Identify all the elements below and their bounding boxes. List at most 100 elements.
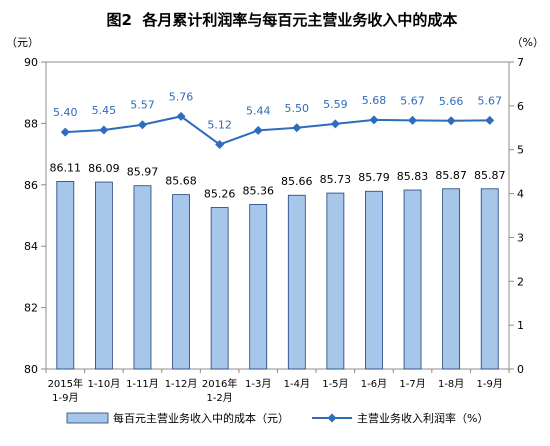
right-axis-tick-label: 3 (517, 231, 524, 244)
x-axis-tick-label: 1-6月 (361, 378, 387, 390)
line-value-label: 5.50 (285, 102, 310, 115)
x-axis-tick-label: 1-7月 (399, 378, 425, 390)
line-marker (485, 115, 495, 125)
x-axis-tick-label-line: 2015年 (48, 377, 83, 390)
bar-value-label: 86.09 (88, 162, 120, 175)
line-value-label: 5.67 (400, 94, 425, 107)
bar-value-label: 85.73 (320, 173, 352, 186)
left-axis-tick-label: 84 (24, 240, 38, 253)
line-path (65, 115, 490, 146)
right-axis-tick-label: 5 (517, 144, 524, 157)
right-axis-tick-label: 6 (517, 100, 524, 113)
line-value-label: 5.59 (323, 98, 348, 111)
x-axis-tick-label-line: 2016年 (202, 377, 237, 390)
right-axis-tick-label: 1 (517, 319, 524, 332)
bar-value-label: 85.97 (127, 166, 159, 179)
line-marker (215, 139, 225, 149)
x-axis-tick-label-line: 1-8月 (438, 378, 464, 390)
x-axis: 2015年 1-9月 1-10月 1-11月 1-12月 2016年 1-2月 1-3月 1-4… (45, 369, 510, 404)
x-axis-tick-label: 2016年 1-2月 (202, 377, 237, 404)
x-axis-tick-label-line: 1-6月 (361, 378, 387, 390)
x-axis-tick-label-line: 1-12月 (165, 378, 198, 390)
chart-title: 图2 各月累计利润率与每百元主营业务收入中的成本 (107, 11, 458, 29)
line-value-label: 5.76 (169, 90, 194, 103)
right-axis-tick-label: 0 (517, 363, 524, 376)
legend-diamond-marker (327, 413, 337, 423)
bar-value-label: 85.66 (281, 175, 313, 188)
line-marker (408, 115, 418, 125)
x-axis-tick-label-line: 1-5月 (322, 378, 348, 390)
bar-value-label: 85.87 (474, 169, 506, 182)
line-marker (176, 111, 186, 121)
right-axis-tick-label: 7 (517, 56, 524, 69)
bar-value-label: 85.36 (242, 184, 274, 197)
x-axis-tick-label-line: 1-7月 (399, 378, 425, 390)
line-marker (99, 125, 109, 135)
x-axis-tick-label: 1-4月 (284, 378, 310, 390)
left-axis-unit-label: （元） (6, 36, 39, 49)
x-axis-tick-label-line: 1-4月 (284, 378, 310, 390)
legend-bar-swatch (66, 412, 109, 424)
bar (442, 188, 461, 370)
bar-value-label: 86.11 (50, 161, 82, 174)
bar-series: 86.11 86.09 85.97 85.68 85.26 85.36 85.66 85.73… (50, 161, 506, 370)
left-axis-tick-label: 90 (24, 56, 38, 69)
line-marker (60, 127, 70, 137)
x-axis-tick-label: 2015年 1-9月 (48, 377, 83, 404)
x-axis-tick-label: 1-10月 (88, 378, 121, 390)
bar (249, 204, 268, 370)
bar-value-label: 85.26 (204, 188, 236, 201)
x-axis-tick-label-line: 1-9月 (477, 378, 503, 390)
x-axis-tick-label: 1-11月 (126, 378, 159, 390)
x-axis-tick-label-line: 1-11月 (126, 378, 159, 390)
line-marker (253, 125, 263, 135)
line-value-label: 5.44 (246, 104, 271, 117)
line-marker (137, 120, 147, 130)
bar (94, 181, 113, 370)
legend: 每百元主营业务收入中的成本（元） 主营业务收入利润率（%） (66, 411, 488, 425)
line-value-label: 5.66 (439, 95, 464, 108)
bar (480, 188, 499, 370)
line-value-label: 5.67 (477, 94, 502, 107)
bar (403, 189, 422, 370)
x-axis-tick-label: 1-5月 (322, 378, 348, 390)
left-axis-tick-label: 88 (24, 117, 38, 130)
x-axis-tick-label: 1-9月 (477, 378, 503, 390)
bar (172, 194, 190, 370)
bar (287, 194, 306, 370)
bar-value-label: 85.83 (397, 170, 429, 183)
x-axis-tick-label-line: 1-2月 (206, 392, 232, 404)
line-marker (446, 116, 456, 126)
legend-bar-label: 每百元主营业务收入中的成本（元） (113, 411, 289, 425)
bar-value-label: 85.79 (358, 171, 390, 184)
x-axis-tick-label-line: 1-3月 (245, 378, 271, 390)
right-axis-unit-label: （%） (512, 36, 544, 49)
left-axis-tick-label: 86 (24, 179, 38, 192)
x-axis-tick-label-line: 1-10月 (88, 378, 121, 390)
line-value-label: 5.45 (92, 104, 117, 117)
line-marker (292, 123, 302, 133)
line-value-label: 5.57 (130, 99, 155, 112)
bar (56, 181, 75, 370)
line-marker (330, 119, 340, 129)
line-value-label: 5.12 (207, 118, 232, 131)
line-value-label: 5.40 (53, 106, 78, 119)
bar (365, 190, 383, 370)
x-axis-tick-label: 1-8月 (438, 378, 464, 390)
bar-value-label: 85.87 (435, 169, 467, 182)
left-axis-tick-label: 80 (24, 363, 38, 376)
right-axis-tick-label: 4 (517, 188, 524, 201)
legend-line-label: 主营业务收入利润率（%） (357, 411, 488, 425)
bar-value-label: 85.68 (165, 175, 197, 188)
x-axis-tick-label-line: 1-9月 (52, 392, 78, 404)
left-axis: 80 82 84 86 88 90 (24, 56, 46, 376)
right-axis: 0 1 2 3 4 5 6 7 (509, 56, 524, 376)
right-axis-tick-label: 2 (517, 275, 524, 288)
bar (210, 207, 229, 370)
x-axis-tick-label: 1-12月 (165, 378, 198, 390)
left-axis-tick-label: 82 (24, 302, 38, 315)
line-marker (369, 115, 379, 125)
bar (326, 192, 345, 370)
bar (133, 185, 152, 370)
